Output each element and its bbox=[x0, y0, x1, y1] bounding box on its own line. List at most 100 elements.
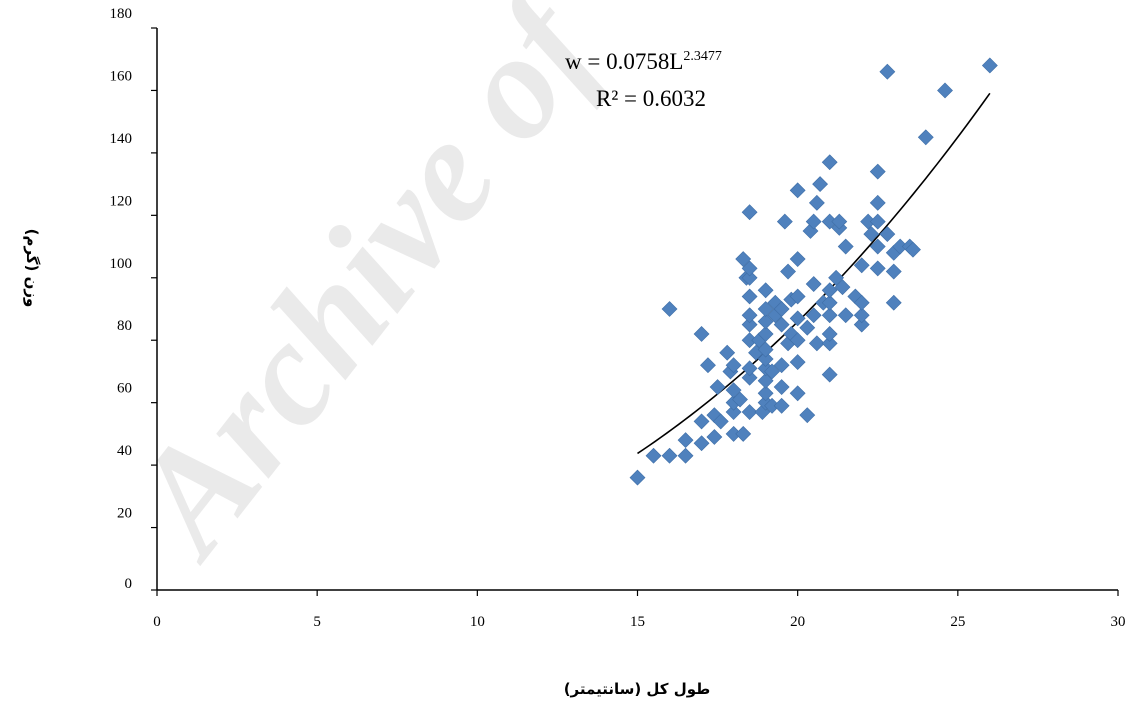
data-point bbox=[725, 357, 742, 374]
data-point bbox=[821, 307, 838, 324]
data-point bbox=[805, 307, 822, 324]
data-point bbox=[776, 213, 793, 230]
data-point bbox=[706, 429, 723, 445]
data-point bbox=[741, 316, 758, 333]
data-point bbox=[808, 194, 825, 211]
x-tick-label: 20 bbox=[790, 614, 805, 630]
data-point bbox=[709, 379, 726, 395]
trendline-equation: w = 0.0758L2.3477 bbox=[565, 49, 722, 74]
data-point bbox=[812, 176, 829, 193]
watermark: Archive of bbox=[95, 0, 636, 587]
x-tick-label: 0 bbox=[153, 614, 161, 630]
y-axis-title: وزن (گرم) bbox=[23, 229, 41, 308]
data-point bbox=[981, 57, 998, 74]
x-tick-label: 30 bbox=[1111, 614, 1126, 630]
data-point bbox=[789, 310, 806, 327]
data-point bbox=[837, 307, 854, 324]
data-point bbox=[805, 276, 822, 292]
data-point bbox=[905, 241, 921, 258]
data-point bbox=[853, 316, 870, 333]
data-point bbox=[879, 63, 896, 80]
data-point bbox=[741, 404, 758, 420]
data-point bbox=[808, 335, 825, 352]
data-point bbox=[757, 282, 774, 299]
y-tick-label: 100 bbox=[110, 256, 133, 272]
x-tick-label: 10 bbox=[470, 614, 485, 630]
data-point bbox=[741, 360, 758, 377]
data-point bbox=[757, 351, 774, 367]
data-point bbox=[773, 379, 790, 395]
data-point bbox=[757, 313, 774, 330]
data-point bbox=[799, 319, 816, 336]
data-point bbox=[719, 344, 736, 361]
data-point bbox=[661, 447, 678, 464]
data-point bbox=[741, 260, 758, 277]
data-point bbox=[741, 204, 758, 221]
data-point bbox=[757, 301, 774, 317]
data-point bbox=[821, 326, 838, 342]
data-point bbox=[831, 213, 848, 230]
y-tick-label: 0 bbox=[125, 576, 133, 592]
data-point bbox=[869, 194, 886, 211]
x-tick-label: 5 bbox=[313, 614, 321, 630]
y-tick-label: 140 bbox=[110, 131, 133, 147]
y-tick-label: 60 bbox=[117, 381, 132, 397]
data-point bbox=[732, 391, 748, 408]
data-point bbox=[757, 326, 774, 342]
data-point bbox=[741, 369, 758, 386]
y-tick-label: 180 bbox=[110, 6, 133, 22]
x-ticks: 0 5 10 15 20 25 30 bbox=[153, 590, 1126, 630]
data-point bbox=[869, 260, 886, 277]
data-point bbox=[629, 469, 646, 486]
data-point bbox=[937, 82, 953, 99]
data-point bbox=[828, 269, 845, 286]
data-point bbox=[725, 404, 742, 420]
data-point bbox=[693, 435, 710, 452]
data-point bbox=[789, 332, 806, 349]
equation-main: w = 0.0758L bbox=[565, 49, 683, 74]
x-axis-title: طول کل (سانتیمتر) bbox=[564, 680, 711, 698]
data-point bbox=[805, 213, 822, 230]
data-point bbox=[741, 307, 758, 324]
data-point bbox=[764, 363, 780, 380]
data-point bbox=[863, 226, 880, 242]
data-point bbox=[869, 213, 886, 230]
data-point bbox=[757, 341, 774, 358]
data-point bbox=[773, 301, 790, 317]
r-squared-label: R² = 0.6032 bbox=[596, 86, 706, 111]
data-point bbox=[821, 282, 838, 299]
x-tick-label: 25 bbox=[950, 614, 965, 630]
data-point bbox=[853, 307, 870, 324]
data-point bbox=[712, 413, 729, 430]
data-point bbox=[741, 269, 758, 286]
data-point bbox=[821, 154, 838, 171]
y-tick-label: 80 bbox=[117, 318, 132, 334]
data-point bbox=[693, 326, 710, 342]
data-point bbox=[917, 129, 934, 146]
data-point bbox=[885, 294, 902, 311]
data-point bbox=[780, 263, 796, 280]
y-tick-label: 20 bbox=[117, 506, 132, 522]
y-tick-label: 160 bbox=[110, 68, 133, 84]
data-point bbox=[677, 432, 694, 449]
data-point bbox=[735, 425, 752, 442]
y-tick-label: 40 bbox=[117, 443, 132, 459]
y-tick-label: 120 bbox=[110, 193, 133, 209]
data-point bbox=[757, 385, 774, 402]
data-point bbox=[821, 294, 838, 311]
data-point bbox=[700, 357, 716, 374]
data-point bbox=[853, 294, 870, 311]
data-point bbox=[645, 447, 662, 464]
data-point bbox=[837, 238, 854, 255]
data-point bbox=[853, 257, 870, 274]
power-trendline bbox=[637, 92, 991, 455]
data-point bbox=[735, 251, 752, 267]
data-point bbox=[821, 366, 838, 383]
data-point bbox=[773, 397, 790, 414]
data-point bbox=[741, 288, 758, 305]
data-point bbox=[677, 447, 694, 464]
data-point bbox=[885, 263, 902, 280]
data-point bbox=[799, 407, 816, 424]
equation-exponent: 2.3477 bbox=[683, 49, 722, 64]
